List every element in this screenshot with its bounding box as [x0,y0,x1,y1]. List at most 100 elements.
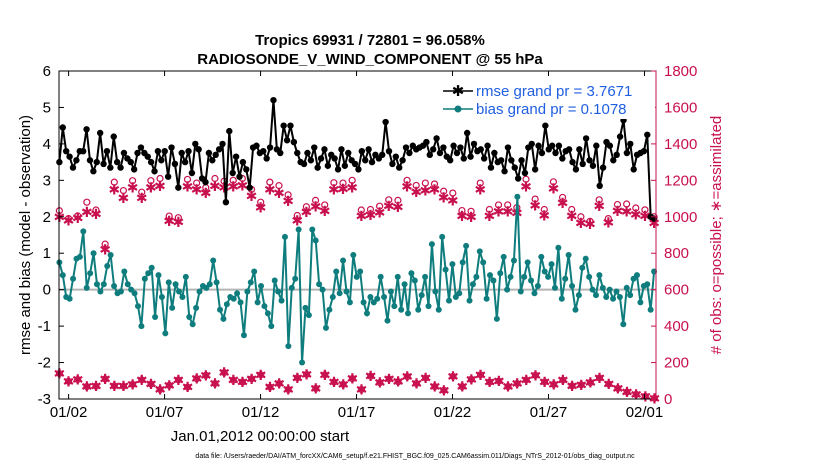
bias-point [104,262,111,269]
obs-assimilated-point: ✱ [246,188,258,204]
obs-bottom-possible [220,369,228,377]
rmse-point [280,122,287,129]
obs-bottom-possible [431,383,439,391]
bias-point [374,295,381,302]
obs-assimilated-point: ✱ [90,206,102,222]
obs-bottom-possible [650,394,659,402]
obs-assimilated-point: ✱ [355,208,367,224]
bias-point [428,241,435,248]
rmse-point [457,144,464,151]
obs-possible-point [193,179,201,187]
rmse-point [232,153,240,160]
x-tick-label: 01/27 [530,404,568,421]
bias-point [107,252,114,259]
obs-bottom-possible [559,376,567,384]
bias-point [592,292,599,299]
obs-assimilated-point: ✱ [273,185,285,201]
rmse-point [164,173,172,180]
legend-bias-label: bias grand pr = 0.1078 [476,101,627,118]
bias-point [476,248,483,255]
obs-possible-point [165,212,173,220]
rmse-point [134,149,141,157]
bias-point [268,323,275,330]
bias-point [606,286,613,293]
bias-point [189,321,196,328]
rmse-point [463,129,471,137]
rmse-point [79,147,87,155]
obs-possible-point [632,204,640,212]
rmse-point [484,142,491,149]
bias-point [93,281,100,288]
y-left-tick-label: -2 [38,355,51,372]
y-right-tick-label: 1800 [664,63,697,80]
obs-assimilated-point: ✱ [301,204,313,220]
bias-point [391,303,398,310]
obs-assimilated-point: ✱ [227,179,239,195]
bias-point [586,273,593,280]
obs-assimilated-point: ✱ [209,178,221,194]
bias-point [138,323,145,330]
rmse-point [93,158,100,166]
bias-point [463,242,470,249]
bias-point [504,286,511,293]
bias-point [466,297,473,304]
rmse-point [266,144,274,151]
rmse-point [518,157,525,164]
rmse-point [531,166,539,173]
bias-point [152,314,159,320]
rmse-point [147,158,155,166]
rmse-point [321,146,328,153]
bias-point [545,273,552,280]
rmse-point [497,157,505,164]
bias-point [336,290,343,297]
rmse-point [579,160,586,168]
chart-title-line1: Tropics 69931 / 72801 = 96.058% [255,32,485,49]
bias-point [346,299,353,306]
obs-bottom-possible [504,383,512,391]
obs-possible-point [257,198,265,206]
rmse-point [290,138,298,146]
bias-point [244,288,251,295]
bias-point [603,293,610,300]
obs-possible-point [92,206,100,214]
rmse-point [565,146,573,153]
obs-bottom-assimilated: ✱ [438,382,450,398]
bias-point [87,270,94,277]
obs-bottom-assimilated: ✱ [118,378,130,394]
bias-point [483,295,490,302]
bias-point [623,284,630,291]
obs-possible-point [376,202,384,210]
obs-bottom-possible [550,380,558,388]
obs-assimilated-point: ✱ [529,198,541,214]
bias-point [432,288,439,295]
obs-bottom-assimilated: ✱ [127,376,139,392]
obs-bottom-assimilated: ✱ [145,376,157,392]
bias-point [340,257,347,264]
obs-assimilated-point: ✱ [328,181,340,197]
bias-point [223,301,230,308]
obs-bottom-assimilated: ✱ [484,374,496,390]
obs-assimilated-point: ✱ [172,214,184,230]
bias-point [439,233,446,240]
legend-box [440,78,655,119]
bias-point [637,299,644,306]
obs-bottom-assimilated: ✱ [594,370,606,386]
obs-assimilated-point: ✱ [282,193,294,209]
rmse-point [100,160,107,168]
obs-bottom-possible [495,377,503,385]
obs-possible-point [339,179,347,187]
obs-bottom-assimilated: ✱ [374,375,386,391]
bias-point [148,264,155,271]
obs-assimilated-point: ✱ [548,180,560,196]
rmse-point [593,142,600,149]
obs-assimilated-point: ✱ [484,208,496,224]
bias-point [613,288,620,295]
bias-point [206,281,213,288]
legend: ✱ rmse grand pr = 3.7671 bias grand pr =… [440,78,655,119]
obs-assimilated-point: ✱ [200,185,212,201]
bias-point [435,306,442,313]
obs-bottom-possible [303,370,311,378]
bias-point [360,299,367,306]
rmse-point [542,122,549,129]
